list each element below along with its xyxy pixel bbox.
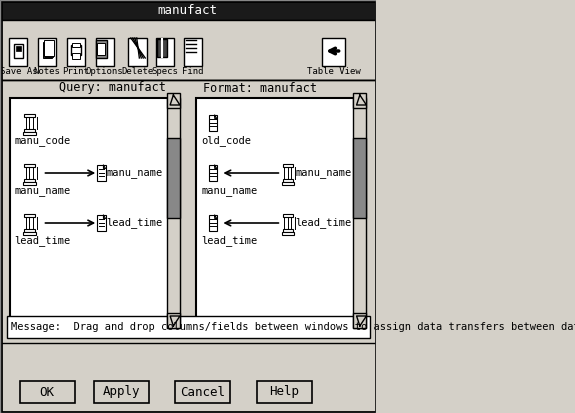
Bar [98, 43, 105, 55]
Text: lead_time: lead_time [106, 218, 163, 228]
Text: lead_time: lead_time [296, 218, 352, 228]
Text: manu_name: manu_name [296, 168, 352, 178]
Bar [24, 164, 34, 166]
Text: manu_name: manu_name [14, 186, 71, 196]
Bar [196, 98, 366, 328]
Bar [23, 182, 36, 185]
Bar [282, 182, 294, 185]
Bar [128, 38, 147, 66]
Text: Specs: Specs [151, 67, 178, 76]
Bar [24, 130, 34, 132]
Text: Apply: Apply [102, 385, 140, 399]
Bar [23, 132, 36, 135]
Bar [353, 93, 366, 108]
Text: Table View: Table View [307, 67, 361, 76]
Bar [24, 180, 34, 182]
Bar [72, 53, 80, 59]
Bar [95, 40, 108, 58]
Bar [71, 45, 81, 55]
Bar [157, 39, 167, 57]
Bar [20, 381, 75, 403]
Text: manu_name: manu_name [201, 186, 258, 196]
Bar [95, 38, 114, 66]
Bar [23, 232, 36, 235]
Bar [156, 38, 174, 66]
Bar [44, 40, 53, 56]
Bar [353, 313, 366, 328]
Text: manu_code: manu_code [14, 135, 71, 147]
Bar [24, 230, 34, 232]
Bar [97, 165, 106, 181]
Text: manu_name: manu_name [106, 168, 163, 178]
Bar [0, 0, 376, 20]
Text: old_code: old_code [201, 135, 251, 147]
Text: Save As: Save As [0, 67, 37, 76]
Text: Print: Print [63, 67, 89, 76]
Bar [44, 41, 53, 57]
Bar [0, 80, 376, 343]
Text: manufact: manufact [158, 3, 218, 17]
Bar [167, 98, 180, 328]
Bar [97, 215, 106, 231]
Bar [0, 20, 376, 80]
Bar [167, 93, 180, 108]
Bar [282, 230, 293, 232]
Text: Help: Help [270, 385, 300, 399]
Bar [209, 115, 217, 131]
Text: Find: Find [182, 67, 204, 76]
Bar [38, 38, 56, 66]
Bar [257, 381, 312, 403]
Bar [353, 138, 366, 218]
Text: lead_time: lead_time [14, 235, 71, 247]
Text: OK: OK [40, 385, 55, 399]
Bar [322, 38, 346, 66]
Text: Query: manufact: Query: manufact [59, 81, 166, 95]
Text: Format: manufact: Format: manufact [203, 81, 317, 95]
Bar [167, 138, 180, 218]
Bar [167, 313, 180, 328]
Bar [43, 42, 52, 58]
Bar [282, 232, 294, 235]
Text: Message:  Drag and drop columns/fields between windows to assign data transfers : Message: Drag and drop columns/fields be… [11, 322, 575, 332]
Bar [282, 214, 293, 216]
Bar [16, 46, 21, 51]
Bar [24, 114, 34, 116]
Text: Options: Options [86, 67, 124, 76]
Bar [6, 316, 370, 338]
Bar [353, 98, 366, 328]
Bar [67, 38, 85, 66]
Bar [14, 44, 23, 58]
Bar [184, 38, 202, 66]
Bar [175, 381, 231, 403]
Text: Delete: Delete [121, 67, 154, 76]
Bar [209, 215, 217, 231]
Text: Cancel: Cancel [181, 385, 225, 399]
Text: Notes: Notes [34, 67, 60, 76]
Bar [94, 381, 148, 403]
Text: lead_time: lead_time [201, 235, 258, 247]
Bar [9, 38, 28, 66]
Bar [72, 43, 80, 47]
Bar [282, 164, 293, 166]
Bar [209, 165, 217, 181]
Bar [24, 214, 34, 216]
Bar [282, 180, 293, 182]
Bar [10, 98, 180, 328]
